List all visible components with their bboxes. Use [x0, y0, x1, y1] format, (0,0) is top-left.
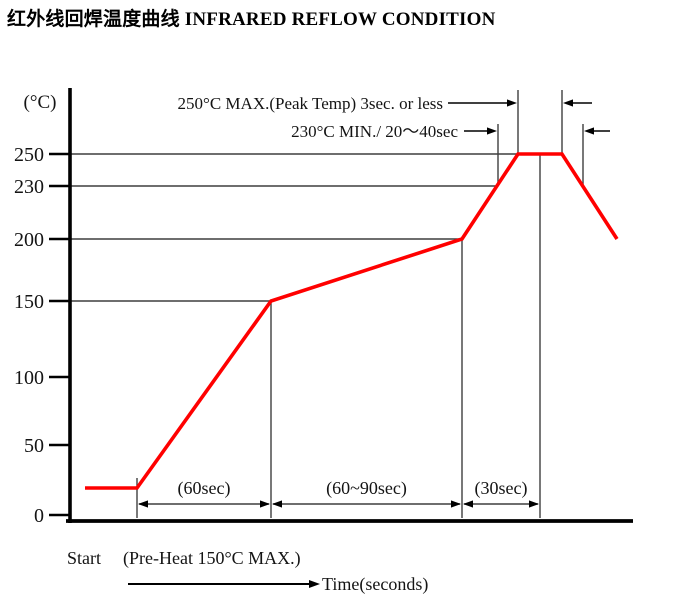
- y-tick-label-230: 230: [14, 176, 44, 198]
- y-tick-label-250: 250: [14, 144, 44, 166]
- time-axis-label: Time(seconds): [322, 574, 428, 595]
- y-tick-label-50: 50: [24, 435, 44, 457]
- annotation-label-250: 250°C MAX.(Peak Temp) 3sec. or less: [178, 94, 443, 113]
- segment-arrowhead-icon: [451, 500, 461, 508]
- y-tick-label-150: 150: [14, 291, 44, 313]
- segment-label-1: (60~90sec): [326, 478, 407, 499]
- annotation-arrowhead-icon: [563, 99, 573, 107]
- temperature-curve-group: [85, 152, 619, 490]
- annotation-arrowhead-icon: [584, 127, 594, 135]
- segment-label-2: (30sec): [475, 478, 528, 499]
- segment-arrowhead-icon: [138, 500, 148, 508]
- y-tick-label-200: 200: [14, 229, 44, 251]
- segment-label-0: (60sec): [178, 478, 231, 499]
- temperature-curve: [85, 152, 619, 490]
- gridlines-group: [71, 153, 518, 302]
- preheat-label: (Pre-Heat 150°C MAX.): [123, 548, 301, 569]
- annotation-arrowhead-icon: [507, 99, 517, 107]
- y-tick-label-100: 100: [14, 367, 44, 389]
- segment-arrows-group: (60sec) (60~90sec) (30sec): [138, 478, 539, 508]
- dimension-lines-group: [136, 90, 584, 518]
- time-axis-arrowhead-icon: [309, 580, 320, 588]
- annotation-arrowhead-icon: [487, 127, 497, 135]
- segment-arrowhead-icon: [260, 500, 270, 508]
- page-title: 红外线回焊温度曲线 INFRARED REFLOW CONDITION: [7, 9, 496, 30]
- annotations-group: 250°C MAX.(Peak Temp) 3sec. or less 230°C…: [178, 94, 610, 141]
- segment-arrowhead-icon: [529, 500, 539, 508]
- annotation-label-230: 230°C MIN./ 20～40sec: [291, 122, 458, 141]
- y-tick-label-0: 0: [34, 505, 44, 527]
- y-axis-unit-label: (°C): [24, 92, 57, 113]
- segment-arrowhead-icon: [272, 500, 282, 508]
- start-label: Start: [67, 548, 101, 568]
- y-ticks-group: 250 230 200 150 100 50 0: [14, 144, 70, 527]
- segment-arrowhead-icon: [463, 500, 473, 508]
